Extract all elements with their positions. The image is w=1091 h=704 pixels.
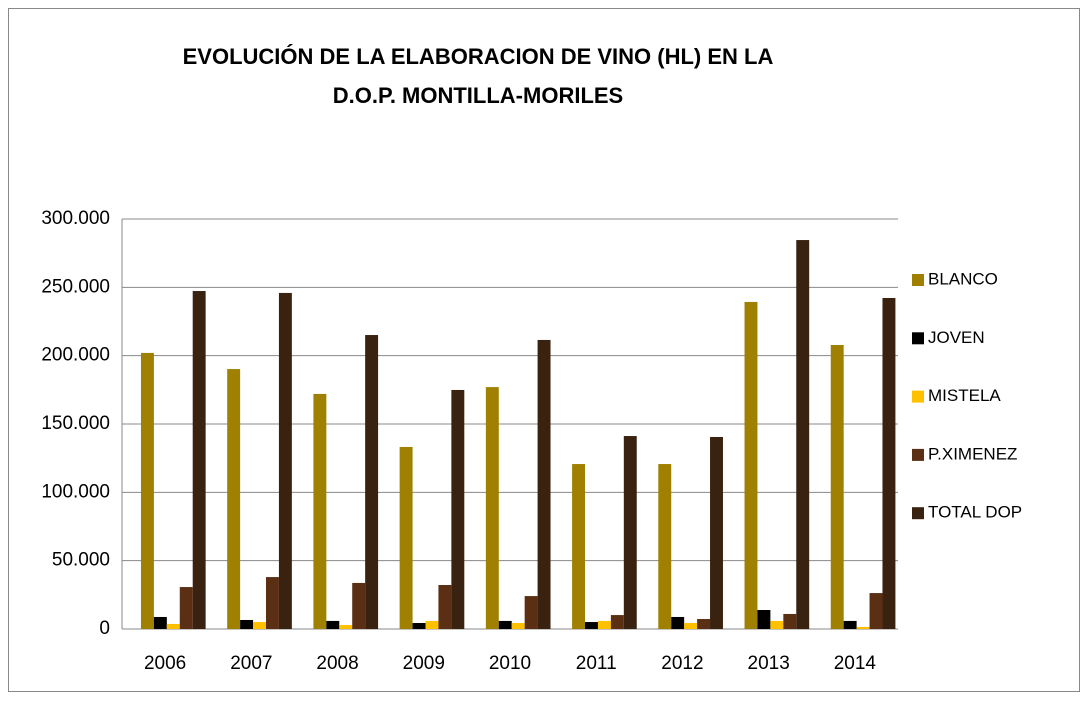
bar: [485, 387, 499, 629]
x-tick-label: 2006: [144, 653, 186, 674]
bar: [597, 620, 611, 629]
bar: [830, 345, 844, 629]
bar: [253, 622, 266, 629]
bar: [511, 622, 525, 629]
bar: [227, 369, 241, 629]
bar: [313, 393, 327, 629]
bar: [770, 620, 784, 629]
bar: [240, 619, 254, 629]
bar: [610, 615, 624, 629]
bar: [843, 620, 857, 629]
bar: [438, 584, 452, 629]
bar: [684, 622, 698, 629]
y-tick-label: 0: [99, 618, 110, 639]
y-tick-label: 150.000: [41, 413, 110, 434]
bar: [856, 626, 870, 629]
bar: [278, 292, 292, 629]
bar: [796, 240, 810, 629]
bar: [783, 613, 797, 629]
bar: [697, 619, 711, 629]
x-tick-label: 2007: [230, 653, 272, 674]
bar: [339, 625, 353, 629]
chart-title: D.O.P. MONTILLA-MORILES: [333, 83, 623, 108]
bar: [166, 623, 180, 629]
y-tick-label: 100.000: [41, 481, 110, 502]
legend-label: JOVEN: [928, 328, 985, 347]
chart-title: EVOLUCIÓN DE LA ELABORACION DE VINO (HL)…: [183, 44, 774, 69]
bar: [882, 297, 896, 629]
legend-swatch: [912, 274, 924, 286]
bar: [412, 622, 426, 629]
legend-swatch: [912, 390, 924, 403]
bar: [585, 622, 598, 629]
legend-label: TOTAL DOP: [928, 503, 1022, 522]
bar: [352, 582, 366, 629]
x-tick-label: 2008: [316, 653, 358, 674]
legend-swatch: [912, 507, 924, 520]
bar: [265, 577, 279, 629]
bar: [451, 389, 465, 629]
bar: [140, 352, 154, 629]
bar: [537, 339, 551, 629]
bar: [744, 301, 758, 629]
y-tick-label: 200.000: [41, 345, 110, 366]
bar: [623, 436, 637, 629]
bar: [869, 593, 883, 629]
legend-swatch: [912, 332, 924, 345]
legend-label: MISTELA: [928, 386, 1001, 405]
bar: [572, 464, 586, 629]
bar: [326, 620, 340, 629]
bar: [671, 616, 685, 629]
x-tick-label: 2013: [748, 653, 790, 674]
x-tick-label: 2011: [576, 653, 617, 674]
bar: [757, 610, 771, 629]
legend-swatch: [912, 448, 924, 461]
x-tick-label: 2012: [661, 653, 703, 674]
legend-label: BLANCO: [928, 269, 998, 288]
x-tick-label: 2010: [489, 653, 531, 674]
bar: [658, 464, 672, 629]
bar: [365, 335, 379, 629]
bar: [153, 616, 167, 629]
y-tick-label: 50.000: [52, 550, 110, 571]
legend-label: P.XIMENEZ: [928, 444, 1017, 463]
y-tick-label: 250.000: [41, 276, 110, 297]
x-tick-label: 2009: [403, 653, 445, 674]
x-tick-label: 2014: [834, 653, 877, 674]
bar: [498, 620, 512, 629]
bar: [425, 620, 439, 629]
bar: [192, 291, 206, 629]
bar: [710, 436, 723, 629]
bar: [179, 587, 193, 629]
y-tick-label: 300.000: [41, 208, 110, 229]
bar: [399, 446, 413, 629]
bar: [524, 596, 538, 629]
